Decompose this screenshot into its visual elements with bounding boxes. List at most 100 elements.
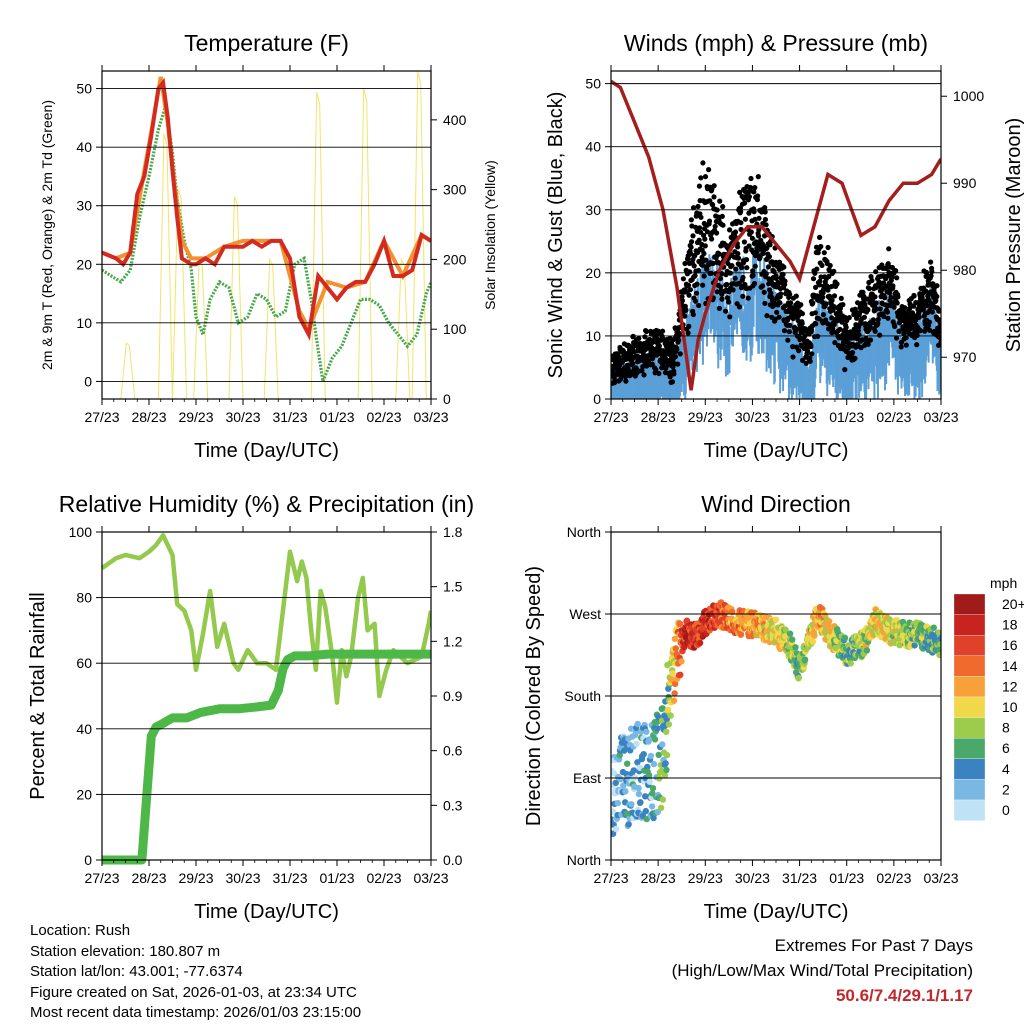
gust-point xyxy=(746,243,752,249)
gust-point xyxy=(752,185,758,191)
gust-point xyxy=(727,227,733,233)
gust-point xyxy=(894,275,900,281)
gust-point xyxy=(898,344,904,350)
direction-point xyxy=(658,767,665,775)
gust-point xyxy=(688,244,694,250)
direction-point xyxy=(662,760,669,767)
legend-swatch xyxy=(953,738,986,759)
direction-point xyxy=(663,728,670,735)
gust-point xyxy=(763,271,769,277)
gust-point xyxy=(798,302,804,308)
gust-point xyxy=(869,277,875,284)
gust-point xyxy=(716,305,723,311)
gust-point xyxy=(762,209,768,215)
x-tick-label: 29/23 xyxy=(178,409,213,425)
x-tick-label: 02/23 xyxy=(876,870,911,886)
gust-point xyxy=(756,215,762,221)
direction-point xyxy=(729,608,736,615)
gust-point xyxy=(793,293,799,299)
gust-point xyxy=(829,315,835,321)
gust-point xyxy=(852,355,858,361)
gust-point xyxy=(852,308,859,314)
gust-point xyxy=(618,376,624,382)
y-tick-label: 0 xyxy=(84,852,92,868)
plot-area xyxy=(102,71,431,399)
direction-point xyxy=(635,784,642,792)
y-right-tick-label: 1.5 xyxy=(443,579,463,595)
gust-point xyxy=(892,323,898,329)
direction-point xyxy=(650,760,658,768)
gust-point xyxy=(817,234,823,240)
direction-point xyxy=(645,772,653,779)
gust-point xyxy=(656,370,662,377)
direction-point xyxy=(650,814,657,822)
gust-point xyxy=(785,337,791,343)
gust-point xyxy=(754,197,761,203)
y-right-tick-label: 1.2 xyxy=(443,633,463,649)
y-tick-label: 80 xyxy=(76,590,92,606)
chart-title: Relative Humidity (%) & Precipitation (i… xyxy=(59,491,474,517)
direction-point xyxy=(616,752,623,759)
gust-point xyxy=(894,300,900,306)
gust-point xyxy=(742,216,749,222)
direction-point xyxy=(930,624,937,631)
gust-point xyxy=(694,281,700,287)
gust-point xyxy=(751,209,757,215)
gust-point xyxy=(756,233,762,239)
station-info: Location: Rush Station elevation: 180.80… xyxy=(30,921,361,1024)
gust-point xyxy=(917,328,923,334)
direction-point xyxy=(795,674,802,681)
y-right-tick-label: 300 xyxy=(443,182,467,198)
gust-point xyxy=(774,309,780,315)
legend-swatch xyxy=(953,717,986,739)
gust-point xyxy=(623,378,629,384)
direction-point xyxy=(617,776,624,783)
chart-winds: Winds (mph) & Pressure (mb) Time (Day/UTC… xyxy=(545,30,1024,462)
station-elevation: Station elevation: 180.807 m xyxy=(30,942,221,960)
direction-point xyxy=(611,830,617,837)
direction-point xyxy=(937,635,941,642)
gust-point xyxy=(701,250,707,257)
legend-swatch xyxy=(953,614,986,636)
gust-point xyxy=(687,269,693,275)
y-axis-right-label: Station Pressure (Maroon) xyxy=(1003,118,1024,353)
gust-point xyxy=(717,275,724,282)
gust-point xyxy=(724,281,730,288)
legend-label: 0 xyxy=(1002,802,1010,818)
gust-point xyxy=(788,300,794,306)
legend-label: 10 xyxy=(1002,699,1018,715)
direction-point xyxy=(811,632,818,639)
gust-point xyxy=(727,314,733,320)
gust-point xyxy=(831,293,838,299)
direction-point xyxy=(611,808,616,815)
extremes-values: 50.6/7.4/29.1/1.17 xyxy=(835,986,973,1005)
direction-point xyxy=(647,752,655,760)
direction-point xyxy=(696,639,704,647)
pressure-line xyxy=(611,79,941,391)
gust-point xyxy=(687,287,694,293)
direction-point xyxy=(624,760,631,767)
gust-point xyxy=(882,295,888,301)
x-tick-label: 03/23 xyxy=(413,409,448,425)
direction-point xyxy=(936,630,941,637)
chart-direction: Wind Direction Time (Day/UTC) North East Sou… xyxy=(523,491,959,923)
direction-point xyxy=(646,778,653,785)
gust-point xyxy=(832,340,838,346)
gust-point xyxy=(726,299,732,305)
direction-point xyxy=(648,803,656,810)
gust-point xyxy=(700,160,706,166)
gust-point xyxy=(716,251,722,257)
legend-swatch xyxy=(953,758,986,780)
gust-point xyxy=(752,216,758,222)
y-tick-label: East xyxy=(573,770,601,786)
gust-point xyxy=(749,235,756,241)
gust-point xyxy=(810,300,816,306)
gust-point xyxy=(694,290,700,296)
gust-point xyxy=(671,371,677,377)
gust-point xyxy=(914,332,920,338)
gust-point xyxy=(799,320,805,327)
chart-title: Wind Direction xyxy=(701,491,851,517)
direction-point xyxy=(782,626,789,633)
gust-point xyxy=(751,280,758,287)
gust-point xyxy=(850,350,856,356)
